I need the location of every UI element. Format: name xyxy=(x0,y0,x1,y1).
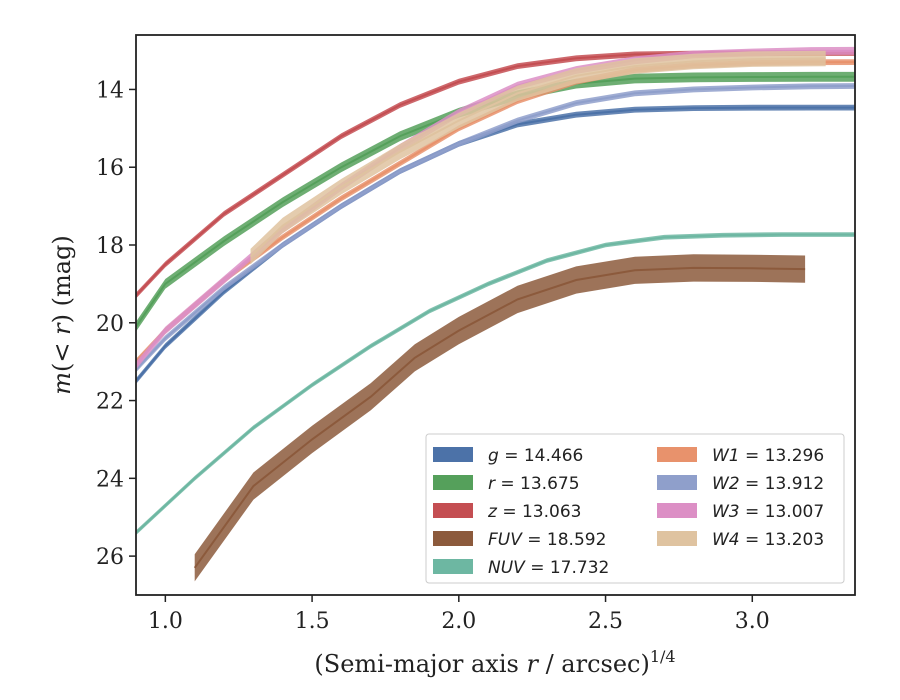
y-axis-title: m(< r) (mag) xyxy=(48,235,76,395)
series-band-fuv xyxy=(194,254,806,582)
series-band-z xyxy=(136,50,855,299)
y-tick-label: 16 xyxy=(96,156,124,181)
legend-swatch xyxy=(433,447,473,462)
legend-label: W4 = 13.203 xyxy=(712,530,824,550)
x-axis: 1.0 1.5 2.0 2.5 3.0 xyxy=(148,595,770,634)
legend-label: W1 = 13.296 xyxy=(712,446,824,466)
series-band-r xyxy=(136,71,855,332)
x-tick-label: 2.0 xyxy=(441,609,476,634)
series-line-nuv xyxy=(136,233,855,534)
legend: g = 14.466 r = 13.675 z = 13.063 FUV = 18.5… xyxy=(425,433,845,584)
y-tick-label: 14 xyxy=(96,78,124,103)
series-band-g xyxy=(136,104,855,384)
legend-label: g = 14.466 xyxy=(488,446,583,466)
legend-item-nuv: NUV = 17.732 xyxy=(433,558,609,578)
plot-frame xyxy=(135,34,856,596)
y-tick-label: 24 xyxy=(96,467,124,492)
legend-item-fuv: FUV = 18.592 xyxy=(433,530,606,550)
legend-swatch xyxy=(657,503,697,518)
legend-swatch xyxy=(657,531,697,546)
series-line-w4 xyxy=(249,57,826,258)
y-tick-label: 20 xyxy=(96,312,124,337)
legend-item-w2: W2 = 13.912 xyxy=(657,474,824,494)
legend-label: FUV = 18.592 xyxy=(488,530,606,550)
series-layer xyxy=(136,46,855,582)
x-tick-label: 3.0 xyxy=(735,609,770,634)
legend-item-w1: W1 = 13.296 xyxy=(657,446,824,466)
y-tick-label: 22 xyxy=(96,390,124,415)
legend-item-r: r = 13.675 xyxy=(433,474,580,494)
legend-label: r = 13.675 xyxy=(488,474,580,494)
legend-item-w4: W4 = 13.203 xyxy=(657,530,824,550)
series-w4 xyxy=(249,50,826,265)
x-tick-label: 2.5 xyxy=(588,609,623,634)
series-line-g xyxy=(136,106,855,382)
legend-swatch xyxy=(433,559,473,574)
legend-label: NUV = 17.732 xyxy=(488,558,609,578)
series-line-fuv xyxy=(193,266,806,569)
legend-item-w3: W3 = 13.007 xyxy=(657,502,824,522)
legend-item-z: z = 13.063 xyxy=(433,502,581,522)
x-tick-label: 1.0 xyxy=(148,609,183,634)
legend-label: W2 = 13.912 xyxy=(712,474,824,494)
x-axis-title: (Semi-major axis r / arcsec)1/4 xyxy=(314,647,675,678)
legend-swatch xyxy=(433,503,473,518)
legend-box xyxy=(425,433,845,584)
series-line-w2 xyxy=(136,85,855,371)
legend-item-g: g = 14.466 xyxy=(433,446,583,466)
series-nuv xyxy=(136,232,855,536)
legend-label: z = 13.063 xyxy=(487,502,581,522)
legend-swatch xyxy=(657,447,697,462)
legend-swatch xyxy=(433,475,473,490)
y-tick-label: 26 xyxy=(96,545,124,570)
series-band-w4 xyxy=(250,50,826,265)
legend-label: W3 = 13.007 xyxy=(712,502,824,522)
y-axis: 14 16 18 20 22 24 26 xyxy=(96,78,136,570)
series-w2 xyxy=(136,83,855,373)
legend-swatch xyxy=(433,531,473,546)
series-fuv xyxy=(193,254,806,582)
x-tick-label: 1.5 xyxy=(295,609,330,634)
legend-swatch xyxy=(657,475,697,490)
series-g xyxy=(136,104,855,384)
y-tick-label: 18 xyxy=(96,234,124,259)
